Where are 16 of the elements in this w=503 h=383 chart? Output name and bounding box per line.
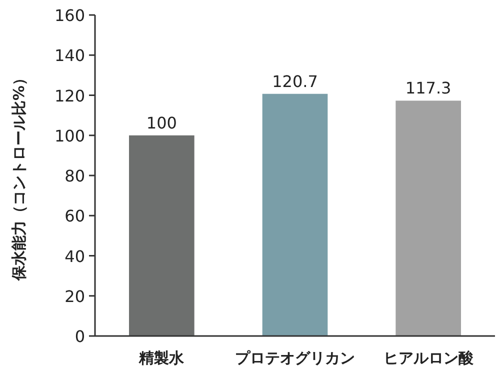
y-tick-label: 20 <box>64 286 85 306</box>
y-tick-label: 100 <box>54 126 85 146</box>
y-tick-label: 60 <box>64 206 85 226</box>
data-label: 117.3 <box>405 78 452 98</box>
x-tick-label: プロテオグリカン <box>235 349 355 367</box>
y-axis-title: 保水能力（コントロール比%） <box>10 70 28 282</box>
y-tick-label: 120 <box>54 86 85 106</box>
y-tick-label: 40 <box>64 246 85 266</box>
y-tick-label: 0 <box>74 327 85 346</box>
data-label: 100 <box>146 113 177 132</box>
y-tick-label: 80 <box>64 166 85 186</box>
data-label: 120.7 <box>272 72 318 91</box>
y-tick-label: 140 <box>54 46 85 66</box>
x-tick-label: ヒアルロン酸 <box>383 349 474 367</box>
x-tick-label: 精製水 <box>138 349 186 367</box>
y-tick-label: 160 <box>54 6 85 25</box>
